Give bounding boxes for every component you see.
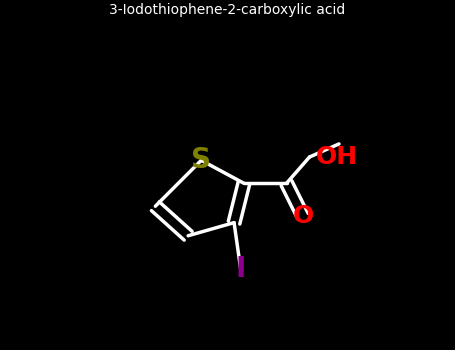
Text: OH: OH: [316, 145, 358, 169]
Text: I: I: [236, 254, 246, 282]
Title: 3-Iodothiophene-2-carboxylic acid: 3-Iodothiophene-2-carboxylic acid: [109, 3, 346, 17]
Text: O: O: [292, 204, 313, 228]
Text: S: S: [191, 146, 211, 174]
